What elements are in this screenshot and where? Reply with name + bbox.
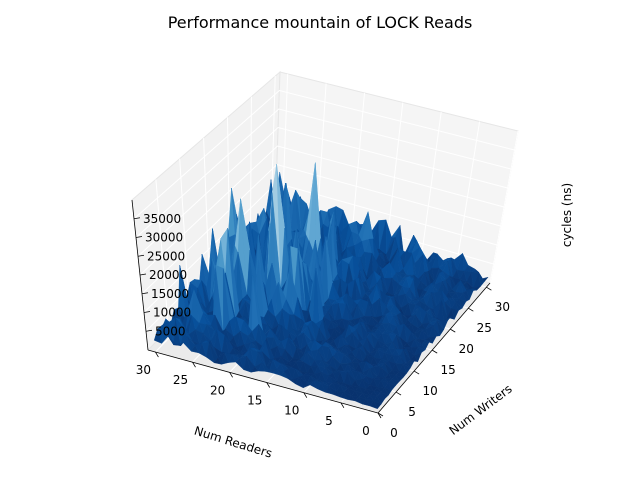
grid-line-z [141, 163, 501, 295]
grid-line-z [139, 145, 505, 276]
y-tick-mark [413, 370, 420, 375]
y-axis-line [377, 282, 491, 414]
y-tick-mark [450, 328, 456, 333]
surface-facet [373, 400, 382, 410]
z-tick-mark [133, 217, 141, 220]
surface-facet [413, 352, 422, 363]
y-tick-mark [377, 412, 384, 417]
surface-facet [398, 371, 408, 379]
surface-facet [417, 346, 426, 353]
surface-facet [421, 341, 430, 351]
x-tick-mark [266, 382, 271, 388]
surface-facet [436, 320, 444, 337]
x-tick-label: 25 [173, 373, 188, 387]
x-tick-mark [229, 372, 233, 378]
z-tick-label: 5000 [155, 324, 186, 338]
y-tick-mark [486, 286, 492, 291]
y-tick-label: 0 [390, 426, 398, 440]
z-tick-mark [143, 311, 151, 313]
surface-facet [391, 378, 400, 386]
grid-line-z [135, 108, 512, 238]
x-tick-label: 5 [325, 414, 333, 428]
x-tick-label: 10 [284, 404, 299, 418]
z-tick-mark [135, 236, 143, 238]
surface-facet [380, 392, 389, 400]
surface-facet [406, 360, 415, 369]
z-tick-label: 15000 [151, 287, 189, 301]
surface-facet [376, 395, 385, 405]
y-tick-label: 30 [495, 300, 510, 314]
y-tick-label: 25 [477, 321, 492, 335]
surface-facet [478, 272, 485, 287]
x-tick-mark [303, 392, 308, 398]
x-tick-mark [192, 361, 196, 368]
surface-facet [425, 339, 433, 344]
z-axis-label: cycles (ns) [560, 183, 574, 247]
y-tick-label: 10 [422, 384, 437, 398]
x-tick-mark [377, 412, 382, 419]
surface-facet [458, 298, 467, 309]
z-tick-mark [145, 329, 153, 332]
x-axis-line [147, 349, 379, 414]
y-tick-mark [395, 391, 402, 396]
surface-facet [466, 288, 475, 301]
tick-labels: 0510152025300510152025305000100001500020… [133, 212, 510, 440]
y-tick-mark [431, 349, 438, 354]
z-tick-mark [141, 292, 149, 295]
z-tick-label: 25000 [147, 249, 185, 263]
surface-facet [432, 325, 441, 337]
grid-line-z [133, 89, 515, 220]
chart-title: Performance mountain of LOCK Reads [168, 13, 473, 32]
y-tick-label: 20 [459, 342, 474, 356]
x-tick-label: 30 [136, 363, 151, 377]
surface-facet [440, 320, 449, 331]
surface-facet [462, 292, 470, 302]
z-tick-label: 30000 [145, 231, 183, 245]
surface-facet [451, 308, 459, 320]
x-tick-label: 0 [362, 424, 370, 438]
y-tick-label: 5 [408, 405, 416, 419]
x-tick-label: 15 [247, 394, 262, 408]
surface-facet [410, 359, 418, 362]
surface-facet [387, 382, 396, 391]
x-tick-mark [155, 351, 159, 358]
surface-facet [384, 387, 393, 396]
surface-facet [395, 374, 404, 382]
surface-facet [455, 301, 463, 311]
z-tick-label: 10000 [153, 306, 191, 320]
z-tick-label: 20000 [149, 268, 187, 282]
y-tick-mark [468, 307, 474, 312]
grid-line-z [137, 126, 508, 257]
z-tick-mark [137, 254, 145, 257]
x-axis-label: Num Readers [192, 424, 273, 461]
x-tick-mark [340, 402, 345, 409]
surface-facet [428, 335, 437, 344]
surface-mesh [153, 162, 489, 410]
x-tick-label: 20 [210, 383, 225, 397]
z-tick-mark [139, 273, 147, 276]
y-tick-label: 15 [441, 363, 456, 377]
y-axis-label: Num Writers [446, 382, 514, 438]
z-tick-label: 35000 [143, 212, 181, 226]
surface-facet [402, 363, 411, 374]
surface-facet [446, 315, 456, 320]
